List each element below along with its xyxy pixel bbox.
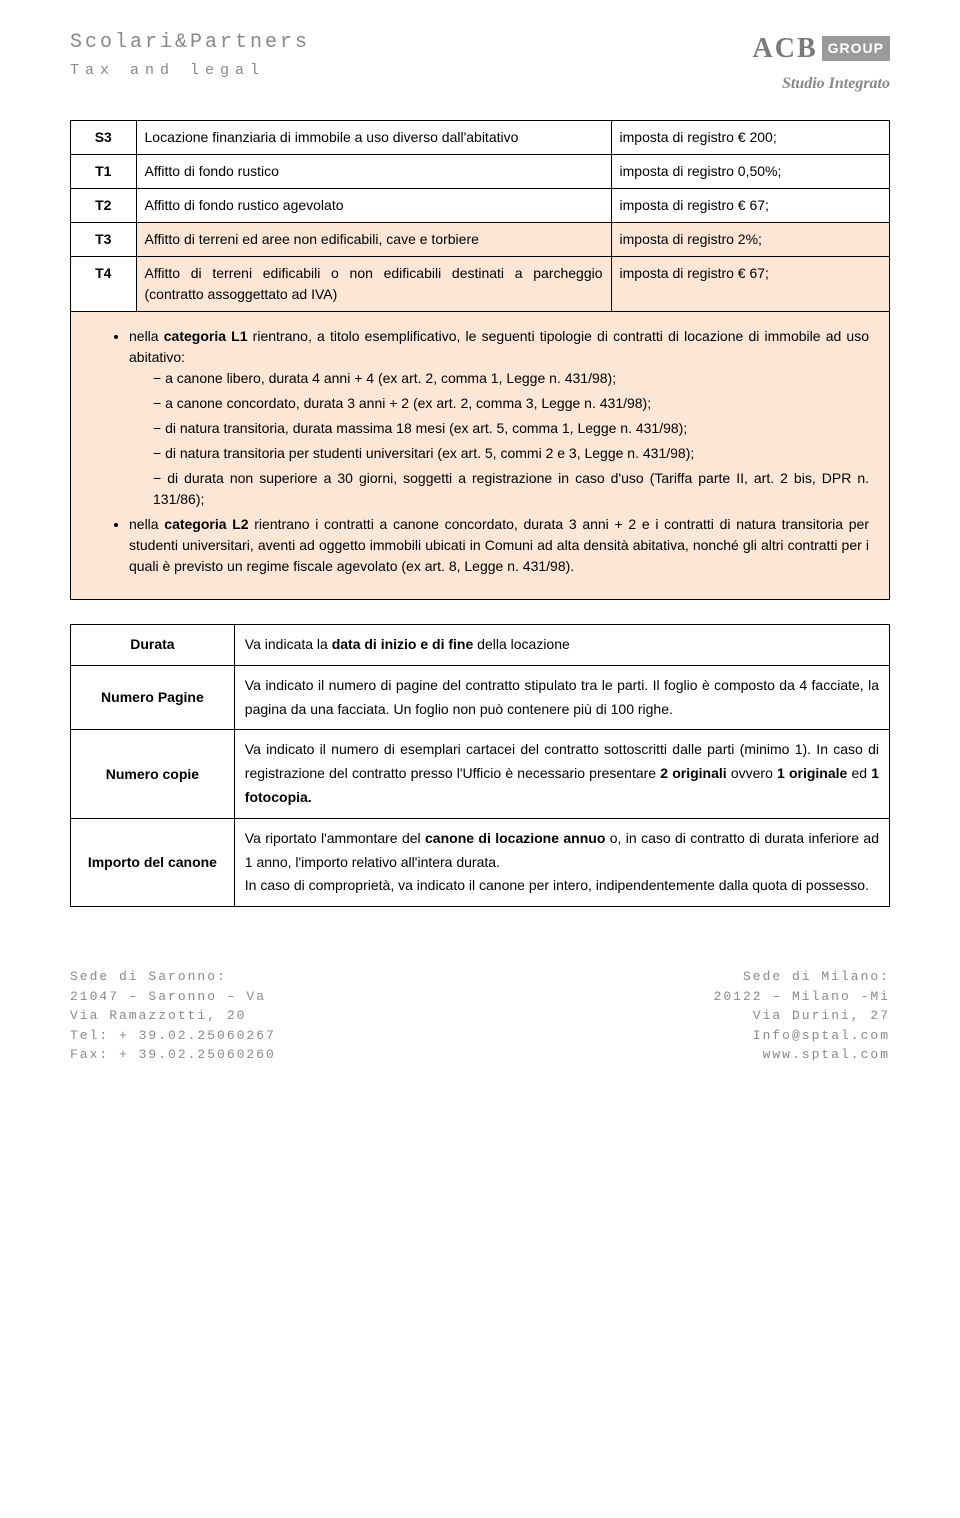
table-row: S3 Locazione finanziaria di immobile a u… [71, 121, 890, 155]
tax-cell: imposta di registro 0,50%; [611, 155, 889, 189]
bullet-cat1: categoria L1 [164, 328, 248, 344]
def-body: Va indicato il numero di pagine del cont… [234, 665, 889, 730]
def-strong: 1 originale [777, 765, 847, 781]
codes-table: S3 Locazione finanziaria di immobile a u… [70, 120, 890, 312]
bullet-item: nella categoria L2 rientrano i contratti… [129, 514, 869, 577]
footer-right: Sede di Milano: 20122 – Milano -Mi Via D… [714, 967, 890, 1065]
sub-bullet: di natura transitoria per studenti unive… [153, 443, 869, 464]
footer-left: Sede di Saronno: 21047 – Saronno – Va Vi… [70, 967, 276, 1065]
footer-line: 20122 – Milano -Mi [714, 987, 890, 1007]
code-cell: T2 [71, 189, 137, 223]
definition-row: Numero Pagine Va indicato il numero di p… [71, 665, 890, 730]
def-strong: canone di locazione annuo [425, 830, 605, 846]
def-text: In caso di comproprietà, va indicato il … [245, 877, 869, 893]
header-right: ACB GROUP Studio Integrato [753, 28, 890, 96]
definition-row: Durata Va indicata la data di inizio e d… [71, 625, 890, 666]
bullet-block: nella categoria L1 rientrano, a titolo e… [70, 312, 890, 600]
def-label: Numero copie [71, 730, 235, 818]
footer-line: 21047 – Saronno – Va [70, 987, 276, 1007]
page-header: Scolari&Partners Tax and legal ACB GROUP… [70, 28, 890, 96]
definition-row: Importo del canone Va riportato l'ammont… [71, 818, 890, 906]
def-strong: data di inizio e di fine [332, 636, 474, 652]
left-logo-sub: Tax and legal [70, 60, 310, 83]
definition-row: Numero copie Va indicato il numero di es… [71, 730, 890, 818]
def-text: Va riportato l'ammontare del [245, 830, 425, 846]
desc-cell: Locazione finanziaria di immobile a uso … [136, 121, 611, 155]
footer-line: Via Ramazzotti, 20 [70, 1006, 276, 1026]
sub-bullet: a canone libero, durata 4 anni + 4 (ex a… [153, 368, 869, 389]
code-cell: T1 [71, 155, 137, 189]
bullet-cat2: categoria L2 [164, 516, 248, 532]
def-text: Va indicata la [245, 636, 332, 652]
def-text: ed [847, 765, 871, 781]
left-logo-main: Scolari&Partners [70, 28, 310, 58]
def-label: Importo del canone [71, 818, 235, 906]
code-cell: T4 [71, 257, 137, 312]
def-label: Numero Pagine [71, 665, 235, 730]
footer-line: Info@sptal.com [714, 1026, 890, 1046]
tax-cell: imposta di registro 2%; [611, 223, 889, 257]
table-row: T3 Affitto di terreni ed aree non edific… [71, 223, 890, 257]
page-footer: Sede di Saronno: 21047 – Saronno – Va Vi… [70, 967, 890, 1065]
def-text: ovvero [727, 765, 777, 781]
tax-cell: imposta di registro € 67; [611, 257, 889, 312]
right-logo: ACB GROUP [753, 28, 890, 70]
code-cell: S3 [71, 121, 137, 155]
table-row: T1 Affitto di fondo rustico imposta di r… [71, 155, 890, 189]
sub-bullet: a canone concordato, durata 3 anni + 2 (… [153, 393, 869, 414]
desc-cell: Affitto di terreni edificabili o non edi… [136, 257, 611, 312]
tax-cell: imposta di registro € 200; [611, 121, 889, 155]
sub-bullet: di durata non superiore a 30 giorni, sog… [153, 468, 869, 510]
def-body: Va indicata la data di inizio e di fine … [234, 625, 889, 666]
footer-line: Sede di Saronno: [70, 967, 276, 987]
def-body: Va riportato l'ammontare del canone di l… [234, 818, 889, 906]
footer-line: www.sptal.com [714, 1045, 890, 1065]
right-logo-sub: Studio Integrato [753, 72, 890, 96]
bullet-item: nella categoria L1 rientrano, a titolo e… [129, 326, 869, 510]
sub-bullet: di natura transitoria, durata massima 18… [153, 418, 869, 439]
bullet-intro2-a: nella [129, 516, 164, 532]
table-row: T4 Affitto di terreni edificabili o non … [71, 257, 890, 312]
desc-cell: Affitto di fondo rustico [136, 155, 611, 189]
header-left: Scolari&Partners Tax and legal [70, 28, 310, 83]
def-label: Durata [71, 625, 235, 666]
page: Scolari&Partners Tax and legal ACB GROUP… [0, 0, 960, 1105]
footer-line: Via Durini, 27 [714, 1006, 890, 1026]
bullet-intro-a: nella [129, 328, 164, 344]
footer-line: Fax: + 39.02.25060260 [70, 1045, 276, 1065]
footer-line: Tel: + 39.02.25060267 [70, 1026, 276, 1046]
tax-cell: imposta di registro € 67; [611, 189, 889, 223]
def-body: Va indicato il numero di esemplari carta… [234, 730, 889, 818]
acb-group-badge: GROUP [822, 36, 890, 61]
desc-cell: Affitto di terreni ed aree non edificabi… [136, 223, 611, 257]
footer-line: Sede di Milano: [714, 967, 890, 987]
definitions-table: Durata Va indicata la data di inizio e d… [70, 624, 890, 907]
desc-cell: Affitto di fondo rustico agevolato [136, 189, 611, 223]
acb-letters: ACB [753, 28, 818, 70]
def-strong: 2 originali [660, 765, 726, 781]
def-text: della locazione [473, 636, 570, 652]
table-row: T2 Affitto di fondo rustico agevolato im… [71, 189, 890, 223]
code-cell: T3 [71, 223, 137, 257]
